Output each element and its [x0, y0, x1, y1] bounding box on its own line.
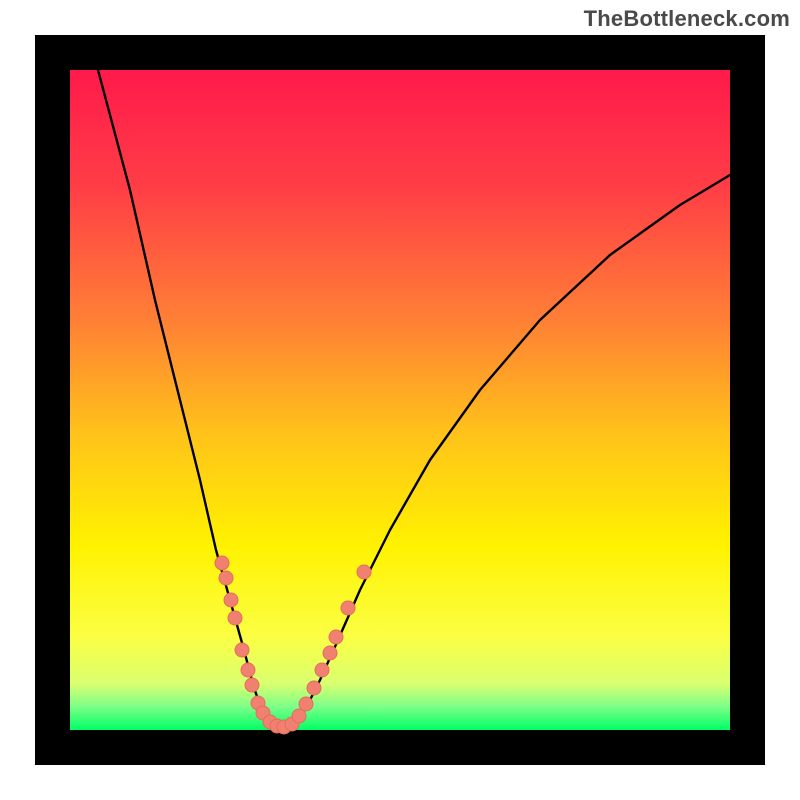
- curve-marker: [307, 681, 321, 695]
- curve-marker: [241, 663, 255, 677]
- curve-marker: [357, 565, 371, 579]
- chart-svg: [0, 0, 800, 800]
- gradient-background: [70, 70, 730, 730]
- curve-marker: [323, 646, 337, 660]
- curve-marker: [299, 697, 313, 711]
- curve-marker: [215, 556, 229, 570]
- curve-marker: [315, 663, 329, 677]
- curve-marker: [224, 593, 238, 607]
- curve-marker: [235, 643, 249, 657]
- curve-marker: [341, 601, 355, 615]
- curve-marker: [228, 611, 242, 625]
- curve-marker: [329, 630, 343, 644]
- curve-marker: [219, 571, 233, 585]
- curve-marker: [245, 678, 259, 692]
